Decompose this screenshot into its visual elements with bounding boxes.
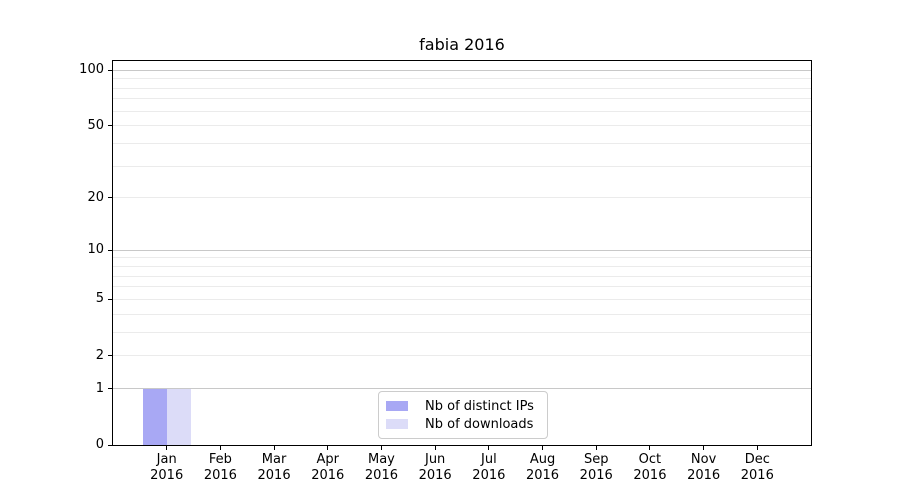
- y-tick-label: 20: [87, 189, 104, 205]
- x-tick-month: Oct: [638, 452, 662, 467]
- plot-area: Nb of distinct IPs Nb of downloads: [112, 60, 812, 446]
- x-tick-mark: [327, 446, 329, 450]
- y-tick-mark: [108, 355, 112, 357]
- y-tick-mark: [108, 444, 112, 446]
- y-tick-label: 100: [79, 62, 104, 78]
- x-tick-label: May 2016: [349, 452, 413, 484]
- gridline-minor: [113, 78, 811, 80]
- y-tick-label: 1: [95, 380, 104, 396]
- gridline-minor: [113, 331, 811, 333]
- y-tick-label: 0: [95, 437, 104, 452]
- x-tick-label: Jun 2016: [403, 452, 467, 484]
- x-tick-mark: [380, 446, 382, 450]
- gridline-minor: [113, 275, 811, 277]
- x-tick-label: Aug 2016: [511, 452, 575, 484]
- gridline-minor: [113, 87, 811, 89]
- x-tick-month: Jan: [156, 452, 177, 467]
- x-tick-month: Apr: [316, 452, 340, 467]
- gridline-major: [113, 69, 811, 71]
- x-tick-mark: [649, 446, 651, 450]
- gridline-major: [113, 249, 811, 251]
- x-tick-label: Dec 2016: [725, 452, 789, 484]
- gridline-minor: [113, 98, 811, 100]
- gridline-minor: [113, 125, 811, 127]
- y-tick-mark: [108, 69, 112, 71]
- x-tick-month: Feb: [208, 452, 232, 467]
- x-tick-month: Aug: [529, 452, 556, 467]
- x-tick-year: 2016: [740, 468, 774, 483]
- x-tick-month: Nov: [690, 452, 717, 467]
- x-tick-label: Feb 2016: [188, 452, 252, 484]
- gridline-minor: [113, 266, 811, 268]
- x-tick-mark: [166, 446, 168, 450]
- gridline-minor: [113, 142, 811, 144]
- x-tick-month: Sep: [583, 452, 609, 467]
- y-tick-mark: [108, 249, 112, 251]
- x-tick-label: Oct 2016: [618, 452, 682, 484]
- x-tick-month: Jun: [424, 452, 446, 467]
- gridline-minor: [113, 313, 811, 315]
- gridline-minor: [113, 197, 811, 199]
- legend-item: Nb of downloads: [379, 415, 547, 433]
- x-tick-mark: [273, 446, 275, 450]
- x-tick-label: Apr 2016: [296, 452, 360, 484]
- x-tick-label: Sep 2016: [564, 452, 628, 484]
- x-tick-month: Jul: [481, 452, 497, 467]
- legend-item: Nb of distinct IPs: [379, 397, 547, 415]
- x-tick-year: 2016: [472, 468, 506, 483]
- y-tick-mark: [108, 125, 112, 127]
- y-tick-label: 10: [87, 242, 104, 258]
- y-tick-label: 5: [95, 291, 104, 307]
- gridline-minor: [113, 110, 811, 112]
- gridline-minor: [113, 355, 811, 357]
- y-tick-label: 50: [87, 117, 104, 133]
- x-tick-year: 2016: [687, 468, 721, 483]
- gridline-minor: [113, 165, 811, 167]
- x-tick-year: 2016: [418, 468, 452, 483]
- x-tick-year: 2016: [633, 468, 667, 483]
- x-tick-label: Jan 2016: [135, 452, 199, 484]
- x-tick-year: 2016: [203, 468, 237, 483]
- legend-label: Nb of downloads: [425, 416, 534, 432]
- bar-nb-of-downloads: [166, 388, 191, 445]
- x-tick-month: May: [368, 452, 395, 467]
- x-tick-year: 2016: [525, 468, 560, 483]
- y-tick-mark: [108, 388, 112, 390]
- gridline-major: [113, 388, 811, 390]
- legend-swatch: [386, 419, 408, 429]
- x-tick-mark: [434, 446, 436, 450]
- x-tick-year: 2016: [150, 468, 184, 483]
- gridline-minor: [113, 298, 811, 300]
- legend-label: Nb of distinct IPs: [425, 398, 534, 414]
- x-tick-mark: [595, 446, 597, 450]
- x-tick-year: 2016: [579, 468, 613, 483]
- x-tick-month: Dec: [744, 452, 770, 467]
- x-tick-mark: [219, 446, 221, 450]
- x-tick-year: 2016: [364, 468, 398, 483]
- x-tick-year: 2016: [311, 468, 345, 483]
- x-tick-month: Mar: [261, 452, 287, 467]
- x-tick-mark: [488, 446, 490, 450]
- bar-nb-of-distinct-ips: [142, 388, 167, 445]
- x-tick-year: 2016: [257, 468, 291, 483]
- x-tick-label: Nov 2016: [672, 452, 736, 484]
- y-tick-label: 2: [95, 347, 104, 363]
- legend-swatch: [386, 401, 408, 411]
- x-tick-mark: [542, 446, 544, 450]
- x-tick-label: Jul 2016: [457, 452, 521, 484]
- chart-title: fabia 2016: [419, 35, 505, 54]
- x-tick-label: Mar 2016: [242, 452, 306, 484]
- gridline-minor: [113, 257, 811, 259]
- x-tick-mark: [703, 446, 705, 450]
- gridline-minor: [113, 286, 811, 288]
- x-tick-mark: [756, 446, 758, 450]
- y-tick-mark: [108, 197, 112, 199]
- legend: Nb of distinct IPs Nb of downloads: [378, 391, 548, 439]
- y-tick-mark: [108, 298, 112, 300]
